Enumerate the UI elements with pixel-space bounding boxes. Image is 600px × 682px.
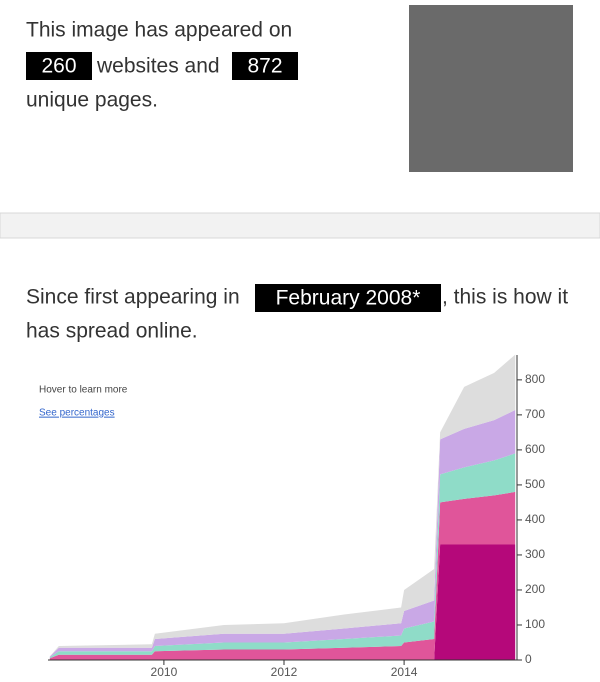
divider-band xyxy=(0,212,600,239)
y-tick-label: 200 xyxy=(525,582,545,596)
area-layer xyxy=(49,491,516,660)
y-tick-label: 600 xyxy=(525,442,545,456)
y-tick-label: 400 xyxy=(525,512,545,526)
hover-hint: Hover to learn more xyxy=(39,385,128,396)
first-date: February 2008* xyxy=(276,287,421,310)
area-layer xyxy=(49,453,516,659)
pages-count: 872 xyxy=(247,55,282,78)
chart: 0 100 200 300 400 500 600 700 800 2010 2012 2014 xyxy=(48,354,545,679)
spread-text: , this is how it xyxy=(442,286,568,309)
area-layer xyxy=(49,409,516,658)
hover-box xyxy=(30,367,142,425)
x-tick-label: 2012 xyxy=(271,665,298,679)
date-box xyxy=(255,284,441,312)
y-tick-label: 0 xyxy=(525,652,532,666)
intro-text: websites and xyxy=(96,55,220,78)
count-box xyxy=(26,52,92,80)
spread-text: has spread online. xyxy=(26,320,198,343)
y-tick-label: 100 xyxy=(525,617,545,631)
intro-text: unique pages. xyxy=(26,89,158,112)
count-box xyxy=(232,52,298,80)
x-tick-label: 2014 xyxy=(391,665,418,679)
y-tick-label: 300 xyxy=(525,547,545,561)
y-tick-label: 500 xyxy=(525,477,545,491)
percentages-link[interactable]: See percentages xyxy=(39,408,115,419)
area-layer xyxy=(49,354,516,657)
y-tick-label: 700 xyxy=(525,407,545,421)
sites-count: 260 xyxy=(41,55,76,78)
y-tick-label: 800 xyxy=(525,372,545,386)
intro-text: This image has appeared on xyxy=(26,19,292,42)
image-thumbnail xyxy=(409,5,573,172)
spread-text: Since first appearing in xyxy=(26,286,240,309)
area-layer xyxy=(49,544,516,660)
x-tick-label: 2010 xyxy=(151,665,178,679)
